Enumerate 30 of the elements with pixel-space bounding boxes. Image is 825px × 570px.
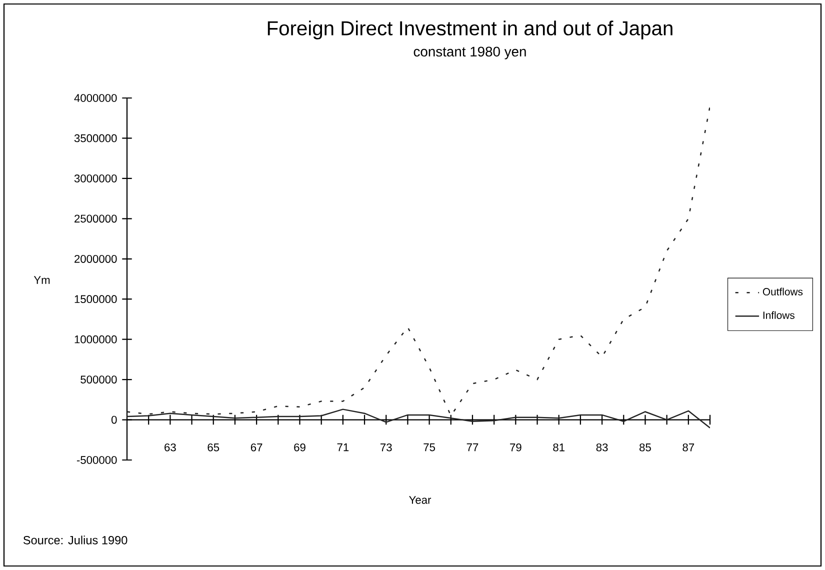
- legend-label: Outflows: [762, 288, 803, 296]
- source-note: Source: Julius 1990: [23, 536, 128, 544]
- x-tick-label: 87: [682, 443, 694, 452]
- legend-label: Inflows: [763, 311, 794, 319]
- chart-title: Foreign Direct Investment in and out of Japan: [268, 20, 672, 40]
- x-tick-label: 63: [164, 443, 176, 452]
- x-axis-title: Year: [409, 496, 432, 504]
- y-axis-title: Ym: [34, 276, 50, 284]
- x-tick-label: 81: [553, 443, 564, 452]
- y-tick-label: 2500000: [74, 214, 117, 223]
- chart-subtitle: constant 1980 yen: [414, 46, 526, 60]
- x-tick-label: 79: [510, 443, 522, 452]
- x-tick-label: 67: [250, 443, 262, 452]
- y-tick-label: 3000000: [74, 174, 117, 182]
- y-tick-label: -500000: [76, 456, 117, 464]
- y-tick-label: 0: [111, 416, 117, 424]
- x-tick-label: 71: [337, 443, 349, 452]
- x-tick-label: 83: [596, 443, 608, 452]
- y-tick-label: 1000000: [74, 335, 117, 344]
- x-tick-label: 85: [640, 443, 651, 452]
- x-tick-label: 77: [466, 443, 478, 452]
- y-tick-label: 500000: [80, 376, 117, 384]
- y-tick-label: 1500000: [74, 295, 117, 304]
- y-tick-label: 2000000: [74, 254, 117, 263]
- x-tick-label: 73: [380, 443, 392, 452]
- y-tick-label: 4000000: [74, 94, 117, 102]
- x-tick-label: 69: [294, 443, 306, 452]
- x-tick-label: 75: [424, 443, 436, 452]
- y-tick-label: 3500000: [74, 134, 117, 142]
- x-tick-label: 65: [208, 443, 220, 452]
